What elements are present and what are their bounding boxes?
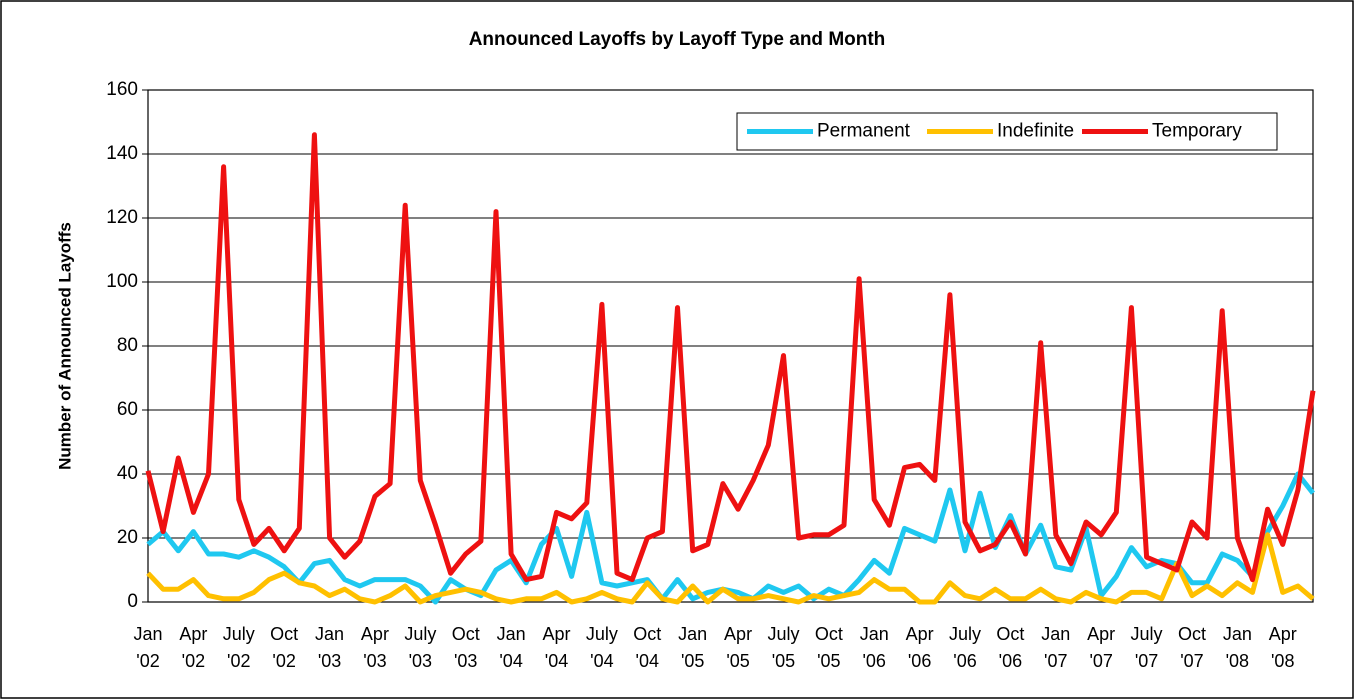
x-tick-label: July '04 [585,624,618,671]
x-tick-label: July '03 [404,624,437,671]
x-tick-label: July '05 [767,624,800,671]
y-tick-label: 40 [117,463,138,484]
x-tick-label: Oct '03 [451,624,480,671]
x-tick-label: Apr '04 [542,624,571,671]
x-tick-label: Jan '06 [859,624,889,671]
x-tick-label: Jan '08 [1222,624,1252,671]
x-tick-label: July '02 [222,624,255,671]
y-axis-label: Number of Announced Layoffs [55,222,74,470]
y-tick-label: 100 [106,271,138,292]
x-tick-label: July '07 [1130,624,1163,671]
x-tick-label: Jan '03 [315,624,345,671]
x-tick-label: Apr '07 [1087,624,1116,671]
y-tick-label: 80 [117,335,138,356]
x-tick-label: Jan '04 [496,624,526,671]
x-tick-label: Oct '06 [996,624,1025,671]
legend-label: Temporary [1152,121,1242,142]
x-tick-label: Oct '04 [633,624,662,671]
x-tick-label: Jan '02 [133,624,163,671]
legend-box [736,112,1278,151]
chart-title: Announced Layoffs by Layoff Type and Mon… [469,29,886,50]
legend-label: Indefinite [997,121,1074,142]
y-tick-label: 20 [117,527,138,548]
series-line [145,132,1316,583]
y-tick-label: 120 [106,207,138,228]
x-tick-label: Apr '03 [360,624,389,671]
series-line [146,471,1315,605]
plot-border [147,89,1314,603]
x-tick-label: Oct '05 [814,624,843,671]
x-tick-label: Apr '08 [1268,624,1297,671]
x-tick-label: Apr '02 [179,624,208,671]
x-tick-label: July '06 [948,624,981,671]
x-tick-label: Apr '05 [724,624,753,671]
x-tick-label: Oct '02 [270,624,299,671]
y-tick-label: 160 [106,79,138,100]
x-tick-label: Jan '05 [678,624,708,671]
y-tick-label: 0 [127,591,138,612]
x-tick-label: Apr '06 [905,624,934,671]
x-tick-label: Jan '07 [1041,624,1071,671]
legend-label: Permanent [817,121,911,142]
series-line [146,532,1315,605]
y-tick-label: 60 [117,399,138,420]
x-tick-label: Oct '07 [1177,624,1206,671]
y-tick-label: 140 [106,143,138,164]
